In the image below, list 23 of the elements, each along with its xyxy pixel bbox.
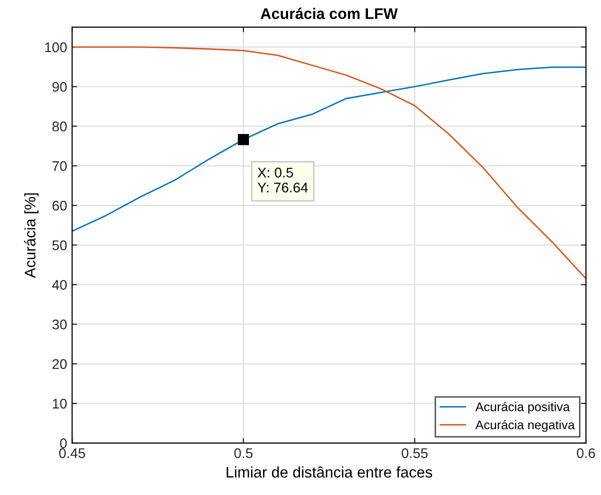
y-tick-label: 10 [52, 398, 67, 409]
annotation: X: 0.5 Y: 76.64 [258, 168, 308, 192]
x-tick-label: 0.55 [402, 448, 428, 458]
y-tick-label: 70 [52, 161, 67, 171]
line-series [72, 46, 586, 280]
y-tick-label: 30 [52, 320, 67, 330]
chart-title: Acurácia com LFW [260, 8, 398, 20]
x-tick-label: 0.6 [576, 448, 596, 458]
y-tick-label: 60 [52, 200, 67, 211]
line-series [72, 66, 586, 232]
legend-label: Acurácia negativa [475, 420, 575, 432]
y-tick-label: 90 [52, 82, 67, 92]
x-axis-title: Limiar de distância entre faces [226, 466, 432, 478]
y-axis-title: Acurácia [%] [24, 193, 39, 278]
y-tick-label: 40 [52, 280, 67, 290]
legend-label: Acurácia positiva [475, 402, 570, 414]
y-tick-label: 80 [52, 122, 67, 132]
y-tick-label: 100 [45, 42, 67, 52]
y-tick-label: 20 [52, 359, 67, 369]
x-tick-label: 0.45 [59, 448, 86, 458]
y-tick-label: 0 [60, 438, 67, 448]
y-tick-label: 50 [52, 240, 67, 250]
x-tick-label: 0.5 [234, 448, 252, 458]
